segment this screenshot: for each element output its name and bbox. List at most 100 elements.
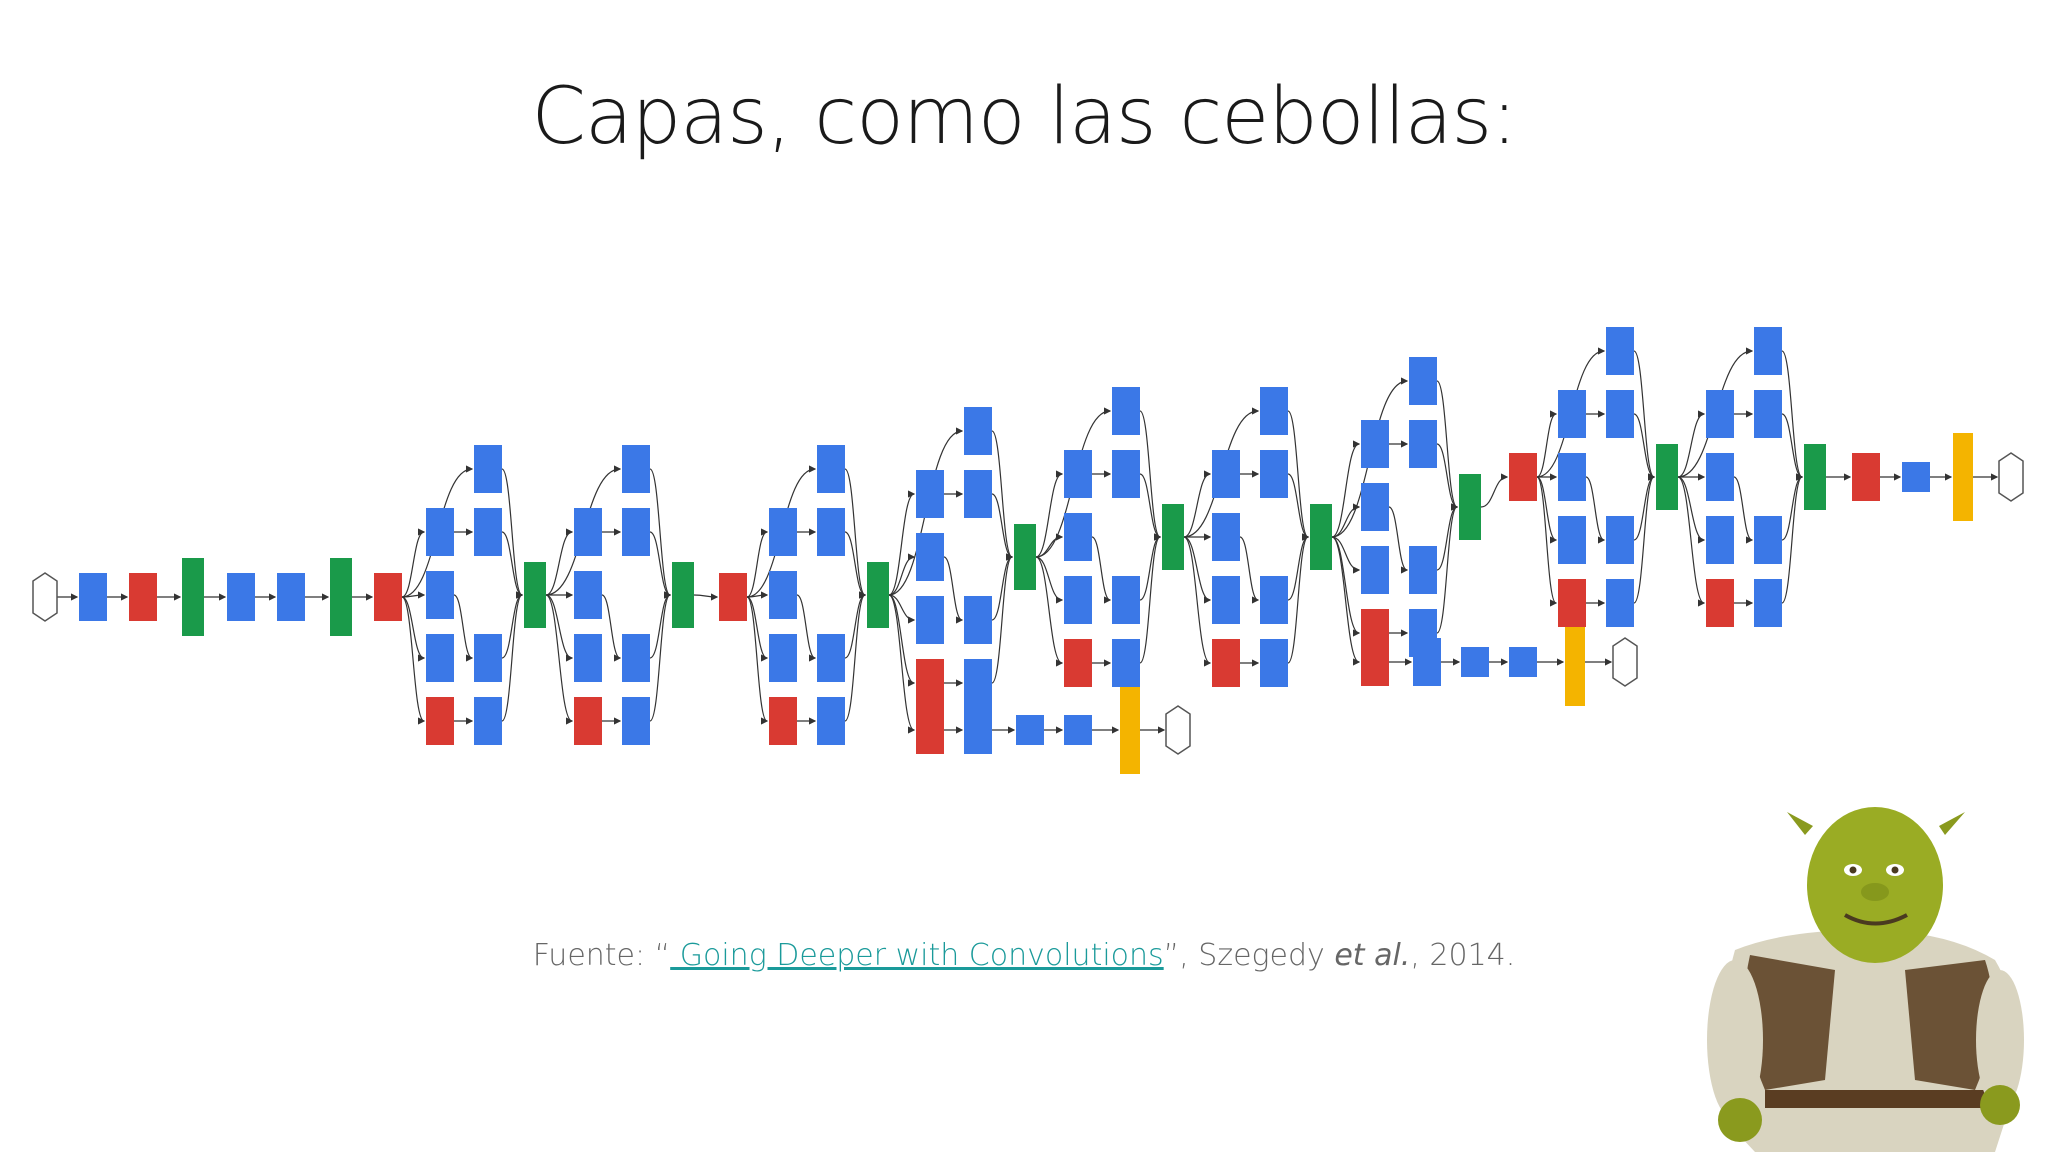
diagram-edge <box>844 468 867 599</box>
diagram-edge <box>943 556 964 624</box>
concat-node-24 <box>672 562 694 628</box>
diagram-edge <box>453 594 474 662</box>
pool-node-29 <box>769 697 797 745</box>
pool-node-81 <box>1509 453 1537 501</box>
diagram-edge <box>1633 413 1656 481</box>
diagram-edge <box>1139 533 1162 664</box>
diagram-edge <box>991 553 1014 621</box>
diagram-edge <box>1633 350 1656 481</box>
conv-node-4 <box>277 573 305 621</box>
io-node-o2 <box>1998 452 2024 502</box>
softmax-node-48 <box>1120 686 1140 774</box>
conv-node-36 <box>916 533 944 581</box>
lrn-node-2 <box>182 558 204 636</box>
conv-node-84 <box>1558 516 1586 564</box>
conv-node-67 <box>1361 420 1389 468</box>
diagram-edge <box>1035 556 1064 604</box>
pool-node-19 <box>574 697 602 745</box>
conv-node-16 <box>574 508 602 556</box>
pool-node-1 <box>129 573 157 621</box>
conv-node-63 <box>1260 450 1288 498</box>
conv-node-13 <box>474 634 502 682</box>
caption-suffix: , 2014. <box>1410 938 1516 973</box>
pool-node-52 <box>1064 639 1092 687</box>
concat-node-99 <box>1804 444 1826 510</box>
concat-node-34 <box>867 562 889 628</box>
concat-node-66 <box>1310 504 1332 570</box>
diagram-edge <box>501 468 524 599</box>
diagram-edge <box>1781 413 1804 481</box>
diagram-edge <box>844 591 867 659</box>
diagram-edge <box>545 594 574 725</box>
diagram-edge <box>1781 473 1804 541</box>
diagram-edge <box>1633 473 1656 604</box>
diagram-edge <box>746 528 769 598</box>
conv-node-20 <box>622 445 650 493</box>
conv-node-9 <box>426 634 454 682</box>
conv-node-18 <box>574 634 602 682</box>
diagram-edge <box>1287 533 1310 664</box>
diagram-edge <box>1480 473 1509 508</box>
conv-node-30 <box>817 445 845 493</box>
diagram-edge <box>746 596 769 662</box>
conv-node-60 <box>1212 576 1240 624</box>
conv-node-91 <box>1706 390 1734 438</box>
diagram-edge <box>1781 473 1804 604</box>
conv-node-35 <box>916 470 944 518</box>
diagram-edge <box>1677 410 1706 478</box>
conv-node-31 <box>817 508 845 556</box>
diagram-edge <box>1436 503 1459 634</box>
diagram-edge <box>1035 470 1064 558</box>
diagram-edge <box>1781 350 1804 481</box>
diagram-edge <box>1536 410 1558 478</box>
diagram-edge <box>1633 473 1656 541</box>
diagram-edge <box>1436 503 1459 571</box>
diagram-edge <box>1139 410 1162 541</box>
diagram-edge <box>649 468 672 599</box>
io-node-o0 <box>1165 705 1191 755</box>
ogre-character-image <box>1707 807 2024 1152</box>
caption-middle: ”, Szegedy <box>1163 938 1335 973</box>
diagram-edge <box>991 553 1014 684</box>
diagram-edge <box>501 591 524 659</box>
diagram-edge <box>888 594 916 624</box>
diagram-edge <box>693 593 719 601</box>
diagram-edge <box>401 528 426 598</box>
concat-node-90 <box>1656 444 1678 510</box>
fc-node-101 <box>1902 462 1930 492</box>
diagram-edge <box>844 531 867 599</box>
conv-node-58 <box>1212 450 1240 498</box>
diagram-edge <box>1287 533 1310 601</box>
diagram-edge <box>1183 536 1212 667</box>
conv-node-33 <box>817 697 845 745</box>
diagram-edge <box>888 553 916 596</box>
diagram-nodes <box>32 327 2024 774</box>
diagram-edge <box>649 531 672 599</box>
diagram-edge <box>1331 536 1361 637</box>
googlenet-architecture-diagram <box>32 327 2024 774</box>
diagram-edge <box>1733 476 1754 544</box>
conv-node-41 <box>964 596 992 644</box>
conv-node-96 <box>1754 390 1782 438</box>
conv-node-28 <box>769 634 797 682</box>
diagram-edge <box>649 591 672 722</box>
avgpool-node-76 <box>1361 638 1389 686</box>
avgpool-node-44 <box>916 706 944 754</box>
paper-link[interactable]: Going Deeper with Convolutions <box>670 938 1164 973</box>
conv-node-77 <box>1413 638 1441 686</box>
diagram-edge <box>1287 410 1310 541</box>
conv-node-93 <box>1706 516 1734 564</box>
diagram-edge <box>1035 556 1064 667</box>
conv-node-0 <box>79 573 107 621</box>
diagram-edge <box>1239 536 1260 604</box>
diagram-edge <box>991 430 1014 561</box>
diagram-edge <box>501 531 524 599</box>
conv-node-71 <box>1409 357 1437 405</box>
diagram-edge <box>1331 536 1361 666</box>
pool-node-94 <box>1706 579 1734 627</box>
caption-authors: et al. <box>1334 938 1411 973</box>
conv-node-21 <box>622 508 650 556</box>
conv-node-56 <box>1112 639 1140 687</box>
conv-node-62 <box>1260 387 1288 435</box>
diagram-edge <box>601 594 622 662</box>
